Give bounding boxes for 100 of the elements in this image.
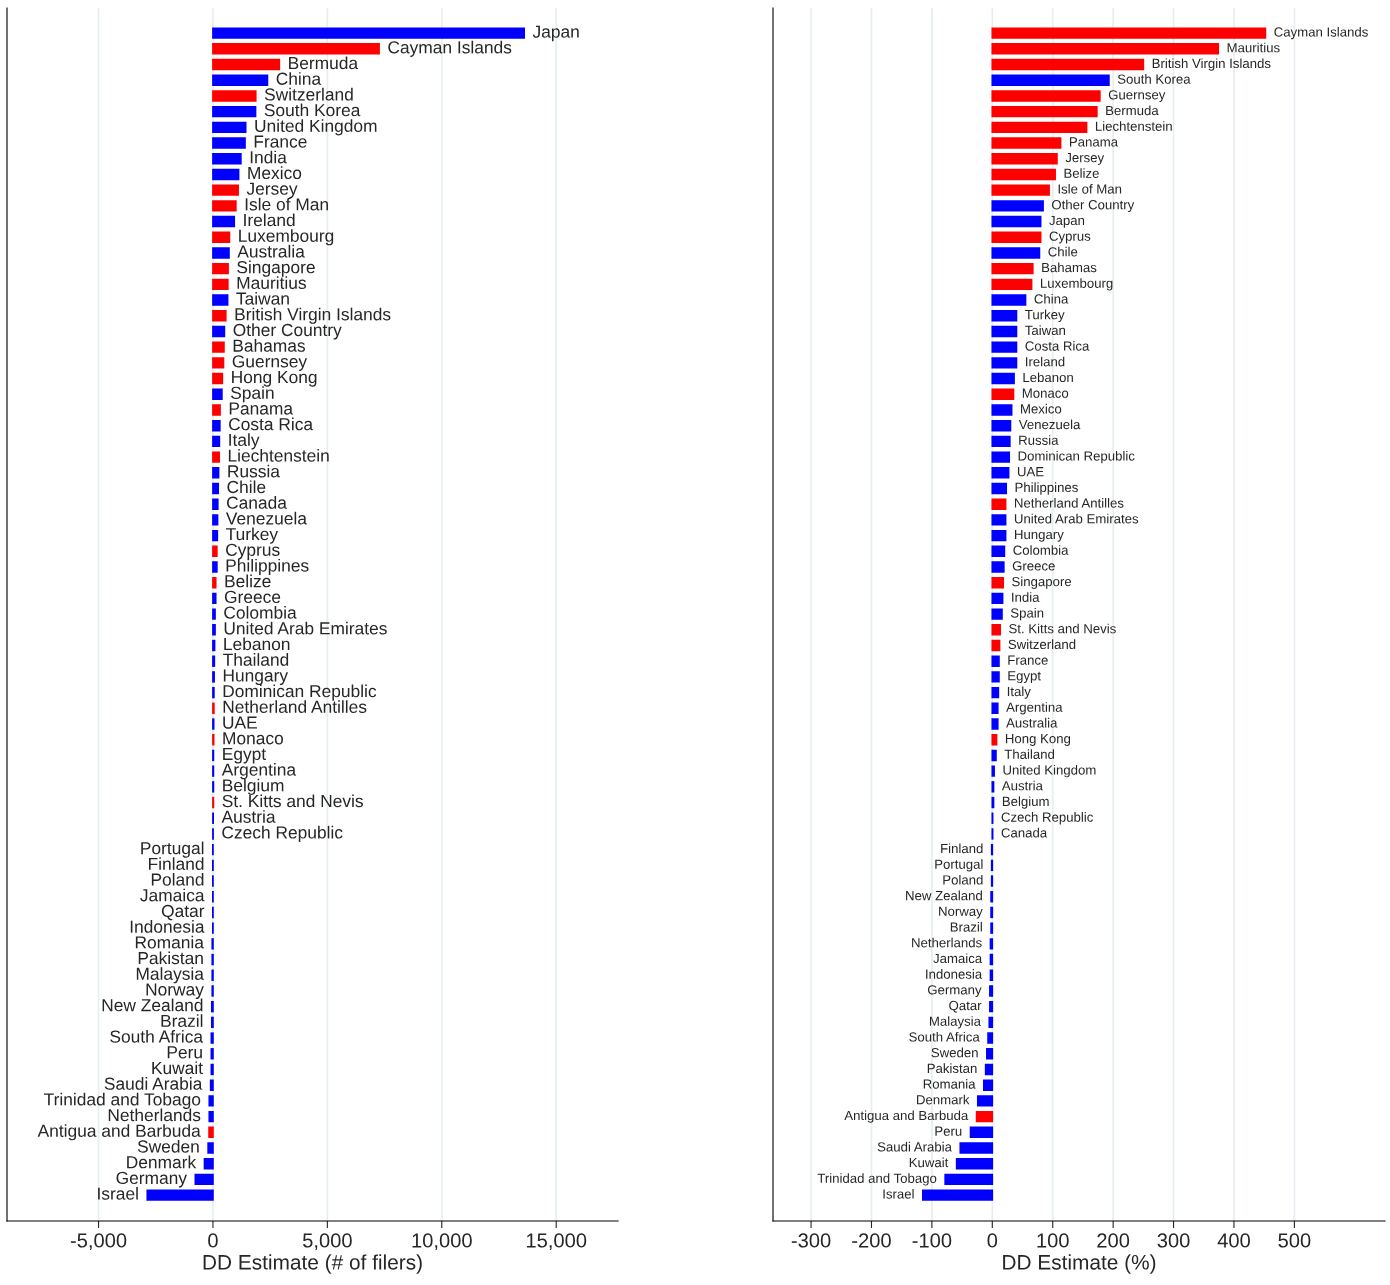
bar [989, 985, 994, 997]
category-label: Romania [923, 1079, 976, 1089]
bar [991, 514, 1007, 526]
category-label: Colombia [224, 606, 297, 619]
category-label: Kuwait [909, 1157, 949, 1168]
category-label: Mauritius [1227, 42, 1280, 53]
x-tick-label: 0 [987, 1233, 998, 1248]
category-label: Philippines [226, 558, 309, 576]
x-tick-label: 400 [1217, 1233, 1250, 1248]
bar [991, 27, 1267, 39]
category-label: United Kingdom [255, 119, 377, 136]
bar [991, 419, 1012, 432]
bar [991, 608, 1003, 620]
x-tick-label: 100 [1037, 1233, 1069, 1248]
category-label: Costa Rica [229, 417, 314, 431]
category-label: Greece [1012, 561, 1055, 571]
category-label: Greece [224, 590, 281, 604]
category-label: Saudi Arabia [104, 1077, 203, 1090]
category-label: Argentina [221, 763, 297, 780]
category-label: Peru [167, 1046, 202, 1059]
bar [212, 90, 257, 102]
category-label: China [1034, 293, 1069, 304]
bar [212, 577, 217, 589]
category-label: Norway [939, 906, 983, 919]
category-label: Trinidad and Tobago [817, 1173, 937, 1186]
bar [212, 451, 220, 463]
category-label: Jamaica [933, 953, 983, 964]
category-label: Malaysia [929, 1016, 981, 1029]
category-label: Colombia [1013, 545, 1069, 555]
bar [212, 247, 230, 259]
bar [212, 341, 225, 353]
category-label: Saudi Arabia [877, 1141, 952, 1152]
category-label: Isle of Man [1058, 184, 1122, 194]
bar [921, 1189, 994, 1201]
category-label: Czech Republic [222, 825, 343, 843]
category-label: Netherland Antilles [1015, 498, 1124, 508]
category-label: Belgium [223, 778, 284, 795]
category-label: Panama [229, 402, 294, 415]
bar [212, 278, 229, 291]
category-label: South Korea [264, 103, 361, 117]
category-label: Malaysia [136, 967, 204, 984]
category-label: Australia [1006, 717, 1058, 728]
category-label: Singapore [1012, 576, 1072, 589]
category-label: Chile [227, 480, 266, 494]
bar [991, 702, 999, 715]
x-tick-label: 300 [1157, 1233, 1190, 1248]
bar [991, 215, 1042, 228]
category-label: Portugal [935, 859, 983, 872]
category-label: Cayman Islands [388, 40, 512, 57]
category-label: Bermuda [1106, 105, 1159, 116]
bar [991, 105, 1098, 118]
category-label: Belize [1064, 168, 1099, 178]
category-label: Luxembourg [1040, 278, 1113, 291]
category-label: Qatar [161, 904, 205, 921]
bar [991, 498, 1007, 510]
category-label: Sweden [137, 1139, 199, 1153]
category-label: Guernsey [232, 355, 308, 371]
bar [991, 200, 1044, 212]
bar [991, 325, 1018, 338]
bar [212, 467, 220, 479]
category-label: Jersey [246, 182, 298, 199]
bar [991, 137, 1062, 149]
category-label: Switzerland [1008, 639, 1076, 650]
category-label: Italy [1007, 686, 1031, 699]
bar [212, 435, 221, 448]
bar [991, 231, 1042, 243]
category-label: Norway [146, 983, 204, 1000]
category-label: Pakistan [927, 1063, 977, 1074]
category-label: Hong Kong [232, 371, 317, 387]
category-label: Cyprus [1049, 231, 1091, 244]
category-label: Canada [226, 496, 287, 509]
bar [991, 278, 1033, 291]
category-label: Philippines [1015, 482, 1078, 495]
bar [212, 404, 221, 416]
category-label: Dominican Republic [223, 684, 377, 701]
category-label: Japan [532, 25, 579, 42]
category-label: Turkey [226, 527, 279, 544]
category-label: Belgium [1002, 796, 1049, 809]
bar [991, 184, 1050, 196]
category-label: Indonesia [926, 969, 983, 979]
bar [955, 1157, 994, 1170]
bar [991, 734, 998, 746]
bar [212, 608, 216, 620]
category-label: Cayman Islands [1274, 26, 1368, 40]
category-label: Denmark [917, 1094, 970, 1105]
category-label: India [1012, 592, 1040, 602]
bar [975, 1110, 994, 1123]
bar [991, 310, 1018, 322]
category-label: Taiwan [236, 291, 289, 305]
bar [208, 1110, 214, 1123]
bar [991, 121, 1088, 134]
category-label: Ireland [244, 213, 295, 227]
category-label: China [276, 72, 322, 85]
category-label: Poland [943, 874, 983, 885]
category-label: India [250, 150, 287, 164]
category-label: Bahamas [1042, 262, 1097, 273]
bar [991, 749, 997, 762]
bar [991, 451, 1011, 463]
bar [212, 153, 242, 165]
bar [208, 1126, 214, 1138]
